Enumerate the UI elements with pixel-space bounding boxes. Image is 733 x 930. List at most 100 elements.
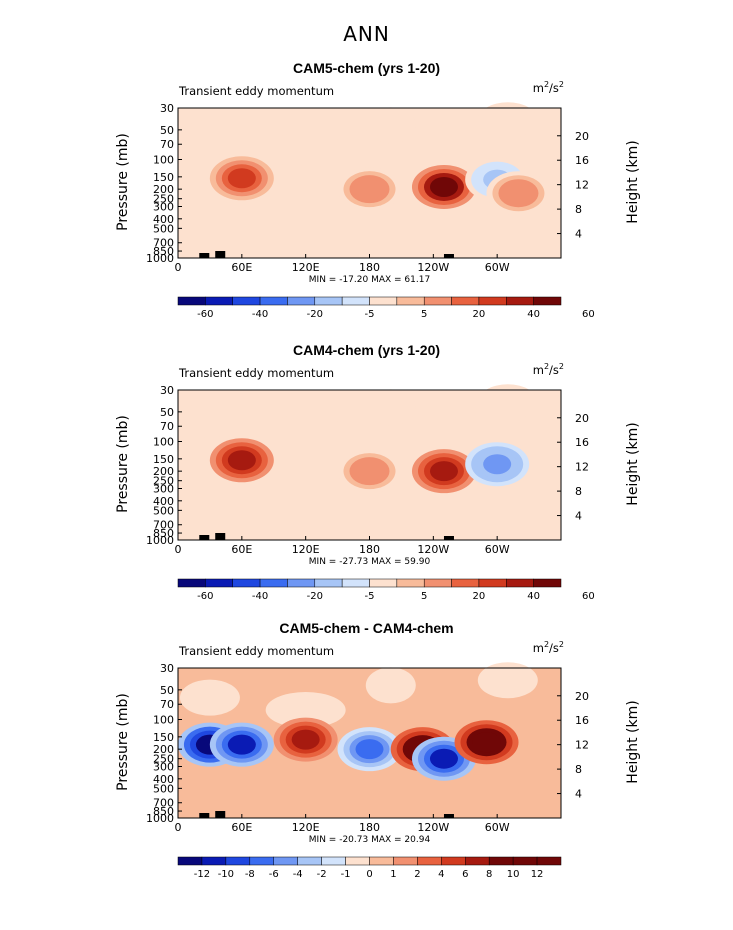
topography	[443, 814, 454, 818]
topography	[443, 254, 454, 258]
longitude-tick-label: 60W	[485, 821, 510, 834]
colorbar-label: -5	[365, 309, 375, 320]
colorbar-swatch	[287, 296, 316, 306]
units-label: m2/s2	[532, 362, 564, 377]
topography	[199, 253, 210, 258]
pressure-tick-label: 50	[160, 124, 174, 137]
longitude-tick-label: 120W	[417, 543, 449, 556]
pressure-tick-label: 250	[153, 475, 174, 488]
pressure-tick-label: 30	[160, 662, 174, 675]
contour-feature	[227, 450, 256, 471]
height-tick-label: 12	[575, 739, 589, 752]
colorbar-swatch	[314, 296, 343, 306]
min-max-label: MIN = -17.20 MAX = 61.17	[309, 275, 430, 285]
contour-blob	[179, 679, 240, 716]
panel-title: CAM5-chem - CAM4-chem	[279, 620, 454, 636]
pressure-tick-label: 850	[153, 805, 174, 818]
height-tick-label: 16	[575, 714, 589, 727]
longitude-tick-label: 0	[175, 543, 182, 556]
colorbar-label: 40	[527, 309, 540, 320]
colorbar-swatch	[465, 856, 490, 866]
colorbar-label: 60	[582, 591, 595, 602]
contour-blob	[365, 107, 416, 144]
height-tick-label: 20	[575, 412, 589, 425]
colorbar-swatch	[232, 296, 261, 306]
colorbar-label: -20	[307, 591, 323, 602]
variable-name: Transient eddy momentum	[179, 644, 335, 658]
colorbar-swatch	[512, 856, 538, 866]
pressure-tick-label: 400	[153, 773, 174, 786]
pressure-tick-label: 100	[153, 714, 174, 727]
colorbar-swatch	[396, 296, 425, 306]
contour-feature	[355, 461, 384, 482]
pressure-tick-label: 30	[160, 384, 174, 397]
pressure-tick-label: 50	[160, 684, 174, 697]
longitude-tick-label: 180	[359, 821, 380, 834]
pressure-tick-label: 1000	[146, 812, 174, 825]
colorbar-label: 2	[414, 869, 420, 880]
colorbar-label: -12	[194, 869, 210, 880]
colorbar-label: -40	[252, 309, 268, 320]
colorbar-swatch	[478, 578, 507, 588]
contour-feature	[429, 748, 458, 769]
pressure-tick-label: 300	[153, 760, 174, 773]
contour-blob	[265, 413, 346, 450]
pressure-tick-label: 500	[153, 782, 174, 795]
contour-feature	[429, 461, 458, 482]
page-title: ANN	[343, 22, 390, 46]
colorbar-label: 12	[531, 869, 544, 880]
height-tick-label: 20	[575, 130, 589, 143]
pressure-tick-label: 200	[153, 743, 174, 756]
contour-blob	[365, 389, 416, 426]
longitude-tick-label: 60W	[485, 543, 510, 556]
colorbar-label: 20	[473, 309, 486, 320]
contour-feature	[355, 179, 384, 200]
colorbar-swatch	[177, 856, 203, 866]
colorbar-label: 5	[421, 591, 427, 602]
height-tick-label: 16	[575, 154, 589, 167]
colorbar-swatch	[417, 856, 442, 866]
colorbar-label: -4	[293, 869, 303, 880]
colorbar-swatch	[451, 578, 480, 588]
height-tick-label: 4	[575, 788, 582, 801]
contour-feature	[483, 454, 512, 475]
colorbar-swatch	[232, 578, 261, 588]
colorbar-swatch	[506, 296, 534, 306]
height-tick-label: 8	[575, 203, 582, 216]
height-tick-label: 12	[575, 179, 589, 192]
pressure-tick-label: 200	[153, 465, 174, 478]
pressure-tick-label: 100	[153, 154, 174, 167]
colorbar-label: -60	[197, 309, 213, 320]
contour-feature	[355, 739, 384, 760]
contour-blob	[365, 667, 416, 704]
colorbar-swatch	[205, 296, 233, 306]
colorbar-swatch	[451, 296, 480, 306]
contour-feature	[429, 176, 458, 197]
colorbar-swatch	[533, 578, 562, 588]
colorbar-swatch	[259, 578, 288, 588]
longitude-tick-label: 120E	[292, 543, 320, 556]
longitude-tick-label: 60E	[231, 543, 252, 556]
colorbar-label: -8	[245, 869, 255, 880]
colorbar-swatch	[488, 856, 514, 866]
pressure-tick-label: 850	[153, 527, 174, 540]
contour-plot: 3050701001502002503004005007008501000201…	[146, 662, 589, 880]
colorbar-label: -40	[252, 591, 268, 602]
colorbar-swatch	[201, 856, 227, 866]
colorbar-swatch	[225, 856, 251, 866]
colorbar-swatch	[341, 578, 370, 588]
colorbar-swatch	[205, 578, 233, 588]
pressure-tick-label: 150	[153, 171, 174, 184]
pressure-tick-label: 70	[160, 698, 174, 711]
pressure-tick-label: 200	[153, 183, 174, 196]
pressure-tick-label: 400	[153, 213, 174, 226]
colorbar-label: -60	[197, 591, 213, 602]
variable-name: Transient eddy momentum	[179, 366, 335, 380]
pressure-tick-label: 700	[153, 797, 174, 810]
colorbar-swatch	[369, 296, 398, 306]
colorbar-swatch	[369, 856, 394, 866]
pressure-tick-label: 1000	[146, 534, 174, 547]
colorbar-label: 8	[486, 869, 492, 880]
height-tick-label: 16	[575, 436, 589, 449]
height-tick-label: 8	[575, 763, 582, 776]
